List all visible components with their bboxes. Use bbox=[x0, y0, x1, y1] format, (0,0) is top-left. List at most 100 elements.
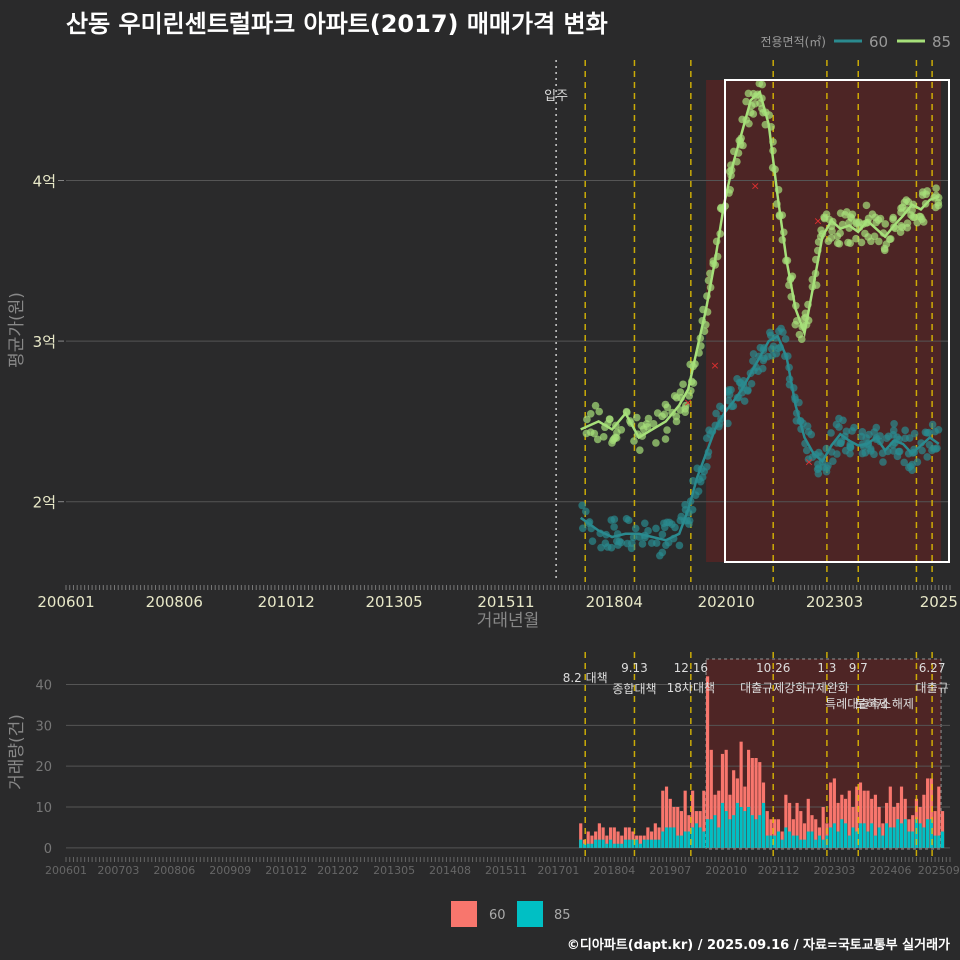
data-point-85 bbox=[886, 235, 895, 243]
volume-bar-60 bbox=[765, 811, 769, 848]
policy-name: 18차대책 bbox=[667, 680, 715, 695]
volume-bar-60 bbox=[873, 794, 877, 848]
volume-bar-85 bbox=[810, 831, 814, 848]
volume-bar-60 bbox=[926, 778, 930, 848]
volume-bar-60 bbox=[672, 807, 676, 848]
data-point-60 bbox=[610, 515, 619, 524]
volume-bar-85 bbox=[892, 827, 896, 848]
volume-bar-85 bbox=[784, 827, 788, 848]
data-point-85 bbox=[758, 80, 767, 89]
volume-bar-85 bbox=[862, 823, 866, 848]
data-point-85 bbox=[642, 420, 651, 428]
volume-bar-85 bbox=[780, 839, 784, 848]
volume-bar-60 bbox=[717, 790, 721, 848]
data-point-60 bbox=[827, 429, 835, 437]
data-point-60 bbox=[749, 357, 757, 365]
x-tick-label: 201305 bbox=[365, 593, 422, 611]
volume-x-tick-label: 201408 bbox=[429, 864, 471, 877]
volume-bar-60 bbox=[620, 835, 624, 848]
volume-bar-60 bbox=[862, 790, 866, 848]
volume-x-tick-label: 200909 bbox=[209, 864, 251, 877]
data-point-85 bbox=[630, 437, 638, 445]
data-point-60 bbox=[702, 434, 711, 442]
data-point-60 bbox=[829, 457, 837, 465]
volume-y-axis-label: 거래량(건) bbox=[7, 714, 27, 790]
policy-name: 토허제 해제 bbox=[855, 697, 914, 711]
outlier-marker: × bbox=[710, 359, 719, 372]
volume-bar-85 bbox=[746, 807, 751, 848]
volume-bar-85 bbox=[683, 831, 687, 848]
volume-bar-60 bbox=[653, 823, 657, 848]
volume-bar-60 bbox=[814, 819, 818, 848]
volume-bar-60 bbox=[892, 807, 896, 848]
volume-bar-85 bbox=[594, 839, 598, 848]
data-point-85 bbox=[663, 403, 672, 412]
data-point-60 bbox=[652, 539, 661, 547]
volume-bar-85 bbox=[888, 827, 892, 848]
volume-bar-60 bbox=[597, 823, 601, 848]
data-point-60 bbox=[578, 501, 586, 510]
data-point-60 bbox=[652, 524, 660, 533]
volume-bar-85 bbox=[635, 839, 639, 848]
volume-bar-85 bbox=[821, 839, 825, 848]
outlier-marker: × bbox=[751, 179, 760, 192]
data-point-60 bbox=[905, 434, 914, 442]
volume-bar-60 bbox=[899, 786, 904, 848]
data-point-85 bbox=[923, 187, 932, 195]
data-point-60 bbox=[901, 426, 909, 435]
legend-label-85: 85 bbox=[932, 33, 951, 51]
highlight-frame bbox=[724, 79, 950, 563]
data-point-60 bbox=[866, 445, 875, 453]
volume-bar-85 bbox=[922, 827, 926, 848]
volume-bar-85 bbox=[720, 802, 725, 848]
data-point-60 bbox=[921, 428, 930, 437]
data-point-60 bbox=[724, 396, 733, 405]
volume-bar-85 bbox=[668, 827, 672, 848]
volume-bar-85 bbox=[579, 839, 583, 848]
volume-bar-60 bbox=[586, 831, 590, 848]
data-point-60 bbox=[882, 434, 891, 443]
volume-bar-85 bbox=[582, 843, 587, 848]
volume-bar-85 bbox=[855, 831, 859, 848]
x-tick-label: 200601 bbox=[37, 593, 94, 611]
volume-bar-85 bbox=[765, 835, 769, 848]
volume-bar-85 bbox=[627, 839, 631, 848]
volume-bar-85 bbox=[694, 823, 698, 848]
volume-bar-60 bbox=[858, 782, 863, 848]
x-tick-label: 201804 bbox=[586, 593, 643, 611]
volume-bar-60 bbox=[847, 790, 851, 848]
volume-bar-60 bbox=[590, 835, 594, 848]
volume-y-tick-label: 40 bbox=[35, 679, 52, 694]
volume-bar-60 bbox=[724, 749, 728, 848]
data-point-85 bbox=[932, 184, 940, 192]
volume-bar-85 bbox=[877, 827, 881, 848]
volume-bar-60 bbox=[594, 831, 598, 848]
volume-bar-85 bbox=[799, 839, 803, 848]
volume-bar-60 bbox=[623, 827, 628, 848]
volume-bar-60 bbox=[601, 827, 605, 848]
volume-bar-85 bbox=[847, 835, 851, 848]
volume-bar-85 bbox=[597, 839, 601, 848]
data-point-60 bbox=[802, 446, 811, 455]
policy-date: 10.26 bbox=[756, 661, 790, 675]
data-point-60 bbox=[579, 524, 587, 533]
volume-bar-85 bbox=[653, 839, 657, 848]
x-tick-label: 202010 bbox=[698, 593, 755, 611]
volume-bar-85 bbox=[788, 831, 792, 848]
x-tick-label: 200806 bbox=[146, 593, 203, 611]
data-point-60 bbox=[779, 328, 787, 336]
volume-y-tick-label: 20 bbox=[35, 760, 52, 775]
data-point-60 bbox=[848, 427, 856, 435]
volume-bar-60 bbox=[855, 786, 859, 848]
volume-bar-85 bbox=[661, 831, 665, 848]
volume-bar-85 bbox=[881, 835, 885, 848]
volume-bar-85 bbox=[735, 802, 739, 848]
data-point-85 bbox=[595, 407, 604, 416]
data-point-60 bbox=[610, 523, 618, 531]
volume-bar-85 bbox=[605, 843, 609, 848]
data-point-60 bbox=[747, 379, 756, 388]
volume-bar-85 bbox=[705, 819, 710, 848]
volume-x-tick-label: 202509 bbox=[918, 864, 960, 877]
volume-bar-85 bbox=[638, 843, 642, 848]
data-point-60 bbox=[910, 429, 919, 438]
